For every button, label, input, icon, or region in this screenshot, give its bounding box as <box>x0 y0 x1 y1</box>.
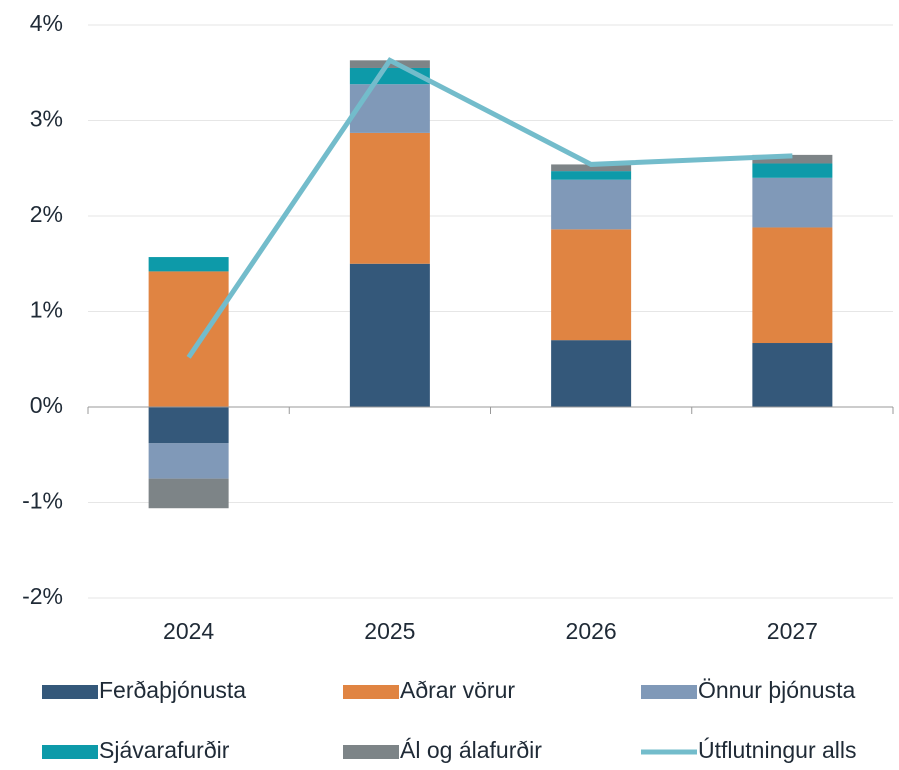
line <box>186 57 793 359</box>
x-tick-label: 2024 <box>163 618 214 644</box>
bar-segment <box>551 229 632 341</box>
y-tick-label: 2% <box>30 201 63 227</box>
bar-segment <box>349 132 430 264</box>
bar-segment <box>752 177 833 228</box>
y-tick-label: -1% <box>22 488 63 514</box>
bar-segment <box>148 443 229 479</box>
x-tick-label: 2025 <box>364 618 415 644</box>
y-tick-label: 1% <box>30 297 63 323</box>
bar-segment <box>551 340 632 407</box>
legend-label: Sjávarafurðir <box>99 737 230 763</box>
bar-segment <box>349 84 430 133</box>
legend-swatch <box>42 745 98 759</box>
legend-swatch <box>641 685 697 699</box>
bar-segment <box>752 154 833 164</box>
bar-segment <box>752 163 833 178</box>
bar-segment <box>148 257 229 272</box>
bar-segment <box>551 179 632 230</box>
bar-segment <box>148 478 229 509</box>
legend-label: Aðrar vörur <box>400 677 515 703</box>
x-tick-label: 2026 <box>566 618 617 644</box>
legend-label: Önnur þjónusta <box>698 677 855 703</box>
legend-swatch <box>343 745 399 759</box>
y-tick-label: 4% <box>30 10 63 36</box>
bar-segment <box>148 271 229 407</box>
legend-swatch <box>343 685 399 699</box>
x-tick-label: 2027 <box>767 618 818 644</box>
bar-segment <box>349 263 430 407</box>
bar-segment <box>551 164 632 172</box>
bar-segment <box>752 343 833 407</box>
y-tick-label: 3% <box>30 106 63 132</box>
y-tick-label: -2% <box>22 583 63 609</box>
bar-segment <box>148 407 229 444</box>
legend-label: Útflutningur alls <box>698 737 857 763</box>
bar-segment <box>752 227 833 344</box>
bar-segment <box>551 171 632 180</box>
y-tick-label: 0% <box>30 392 63 418</box>
legend-label: Ál og álafurðir <box>400 737 542 763</box>
legend-swatch <box>42 685 98 699</box>
legend-label: Ferðaþjónusta <box>99 677 246 703</box>
